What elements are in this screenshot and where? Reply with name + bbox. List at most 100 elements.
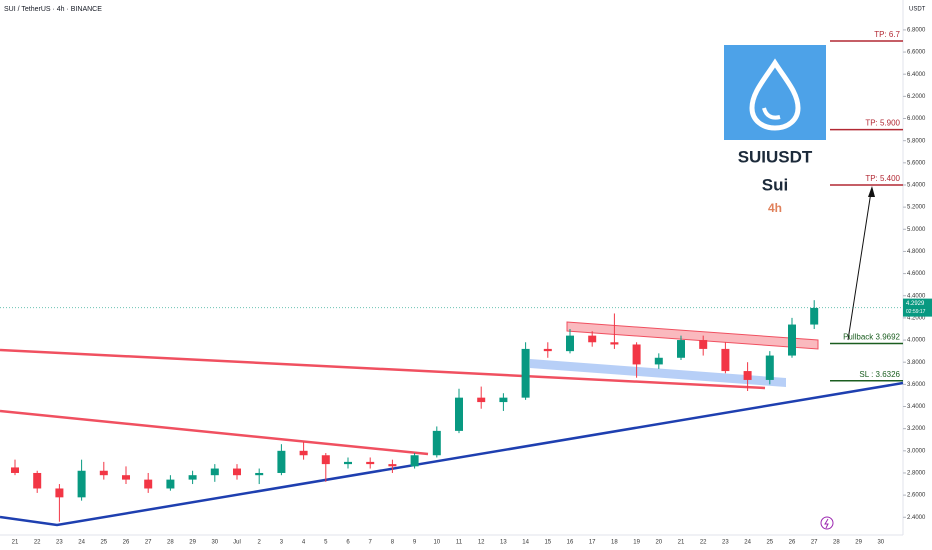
x-tick-label: 19 — [633, 540, 640, 546]
resistance-line — [0, 409, 429, 456]
candle-body — [566, 335, 574, 352]
y-tick-label: 6.2000 — [907, 94, 926, 100]
channel-top — [566, 321, 819, 350]
x-tick-label: 9 — [413, 540, 417, 546]
x-tick-label: 26 — [123, 540, 130, 546]
x-tick-label: 7 — [369, 540, 373, 546]
candle-body — [11, 467, 19, 473]
candle-body — [33, 472, 42, 489]
x-tick-label: 14 — [522, 540, 529, 546]
candle-body — [188, 475, 197, 480]
x-tick-label: 28 — [167, 540, 174, 546]
y-tick-label: 4.8000 — [907, 249, 926, 255]
candle-body — [765, 355, 774, 380]
y-tick-label: 3.4000 — [907, 404, 926, 410]
candles — [11, 300, 819, 522]
candle-body — [521, 348, 530, 398]
candle-body — [810, 307, 819, 325]
x-tick-label: 16 — [567, 540, 574, 546]
candle-body — [77, 470, 86, 498]
level-label: TP: 5.900 — [865, 119, 900, 128]
candle-body — [588, 335, 597, 343]
candle-body — [677, 340, 685, 358]
x-tick-label: 29 — [855, 540, 862, 546]
candle-body — [344, 461, 352, 465]
x-tick-label: 3 — [280, 540, 284, 546]
card-name: Sui — [762, 175, 788, 194]
candle-body — [543, 348, 552, 352]
x-tick-label: 6 — [346, 540, 350, 546]
candle-body — [166, 479, 175, 489]
card-interval: 4h — [768, 201, 782, 215]
y-tick-label: 4.6000 — [907, 271, 926, 277]
y-tick-label: 2.8000 — [907, 471, 926, 477]
x-tick-label: 8 — [391, 540, 395, 546]
candle-body — [699, 340, 708, 349]
x-tick-label: 23 — [56, 540, 63, 546]
candle-body — [233, 468, 241, 476]
y-tick-label: 4.4000 — [907, 293, 926, 299]
x-tick-label: Jul — [233, 540, 241, 546]
y-tick-label: 4.0000 — [907, 338, 926, 344]
x-tick-label: 24 — [78, 540, 85, 546]
candle-body — [210, 468, 219, 476]
x-tick-label: 2 — [258, 540, 262, 546]
y-tick-label: 3.8000 — [907, 360, 926, 366]
x-tick-label: 17 — [589, 540, 596, 546]
x-tick-label: 27 — [145, 540, 152, 546]
y-tick-label: 2.6000 — [907, 493, 926, 499]
symbol-title: SUI / TetherUS · 4h · BINANCE — [4, 6, 102, 13]
support-line — [0, 381, 904, 527]
candle-body — [321, 455, 330, 465]
candle-body — [299, 450, 308, 456]
event-bolt — [824, 518, 829, 529]
candle-body — [277, 450, 286, 473]
candle-body — [432, 430, 441, 456]
level-label: Pullback 3.9692 — [843, 333, 900, 342]
x-tick-label: 27 — [811, 540, 818, 546]
x-tick-label: 30 — [211, 540, 218, 546]
candle-body — [654, 357, 663, 365]
y-tick-label: 6.4000 — [907, 72, 926, 78]
logo-wave — [762, 107, 781, 120]
x-tick-label: 30 — [877, 540, 884, 546]
x-tick-label: 4 — [302, 540, 306, 546]
x-tick-label: 22 — [700, 540, 707, 546]
candle-body — [55, 488, 64, 498]
y-tick-label: 6.6000 — [907, 50, 926, 56]
card-symbol: SUIUSDT — [738, 147, 813, 166]
x-tick-label: 25 — [766, 540, 773, 546]
candle-body — [99, 470, 108, 476]
candle-body — [455, 397, 463, 431]
target-arrow — [847, 191, 872, 341]
y-tick-label: 5.8000 — [907, 138, 926, 144]
x-tick-label: 29 — [189, 540, 196, 546]
candle-body — [610, 342, 619, 345]
last-price-box — [903, 298, 932, 317]
logo-drop — [749, 58, 801, 131]
currency: USDT — [909, 7, 926, 13]
candle-body — [477, 397, 486, 403]
y-tick-label: 6.0000 — [907, 116, 926, 122]
candle-body — [721, 348, 730, 372]
y-tick-label: 3.2000 — [907, 426, 926, 432]
y-tick-label: 3.6000 — [907, 382, 926, 388]
x-tick-label: 10 — [433, 540, 440, 546]
x-tick-label: 18 — [611, 540, 618, 546]
x-tick-label: 5 — [324, 540, 328, 546]
candle-body — [122, 475, 130, 480]
candle-body — [632, 344, 641, 365]
x-tick-label: 26 — [789, 540, 796, 546]
level-label: TP: 5.400 — [865, 174, 900, 183]
candle-body — [499, 397, 508, 403]
y-tick-label: 5.4000 — [907, 183, 926, 189]
x-tick-label: 28 — [833, 540, 840, 546]
x-tick-label: 21 — [678, 540, 685, 546]
candle-body — [743, 371, 752, 380]
x-tick-label: 15 — [544, 540, 551, 546]
event-icon — [820, 516, 834, 530]
channel-bottom — [530, 359, 786, 387]
candle-body — [144, 479, 153, 489]
x-tick-label: 13 — [500, 540, 507, 546]
